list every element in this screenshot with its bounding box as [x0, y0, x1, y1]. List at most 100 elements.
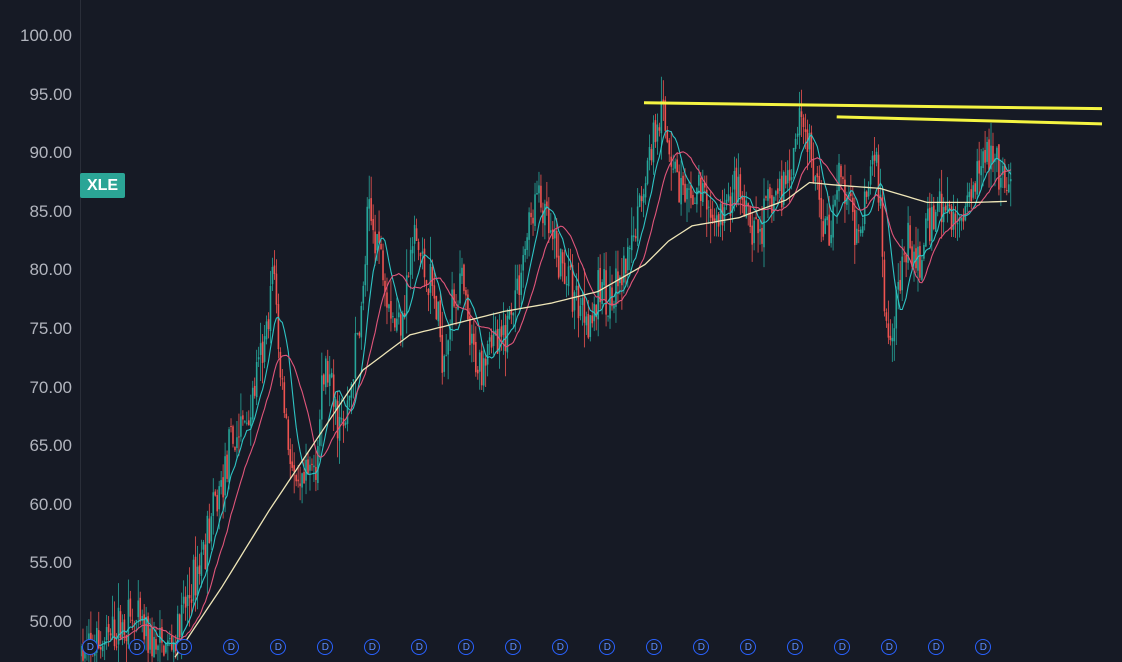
candle-body	[249, 417, 252, 426]
candle-body	[838, 162, 840, 192]
candle-body	[384, 280, 386, 293]
dividend-marker[interactable]: D	[82, 639, 99, 655]
candle-body	[526, 237, 528, 250]
candle-body	[861, 226, 864, 233]
dividend-marker[interactable]: D	[646, 639, 663, 655]
candle-body	[559, 248, 562, 277]
candle-body	[998, 144, 1000, 190]
candle-body	[846, 197, 848, 205]
dividend-marker[interactable]: D	[599, 639, 616, 655]
candle-body	[366, 206, 369, 265]
candle-body	[378, 231, 380, 243]
candle-body	[686, 188, 688, 200]
candle-body	[512, 312, 515, 316]
candle-body	[932, 205, 935, 230]
candle-body	[648, 147, 651, 161]
candle-body	[968, 191, 971, 198]
candle-body	[386, 292, 388, 308]
resistance-trendline-2[interactable]	[836, 115, 1103, 126]
candle-body	[518, 275, 521, 295]
dividend-marker[interactable]: D	[552, 639, 569, 655]
price-axis[interactable]: 100.00 95.00 90.00 85.00 80.00 75.00 70.00 65.0…	[0, 0, 81, 662]
candle-body	[652, 122, 655, 163]
candle-body	[705, 189, 708, 210]
dividend-marker[interactable]: D	[317, 639, 334, 655]
candle-body	[739, 174, 742, 198]
dividend-marker[interactable]: D	[458, 639, 475, 655]
candle-body	[978, 160, 980, 174]
dividend-marker[interactable]: D	[881, 639, 898, 655]
candle-body	[804, 129, 807, 132]
candle-body	[279, 351, 282, 378]
candle-body	[295, 475, 297, 482]
candle-body	[117, 607, 120, 645]
dividend-marker[interactable]: D	[270, 639, 287, 655]
candle-body	[259, 343, 262, 355]
candle-body	[119, 611, 122, 639]
candle-body	[905, 255, 907, 263]
candle-body	[99, 647, 102, 650]
dividend-marker[interactable]: D	[787, 639, 804, 655]
candle-body	[463, 264, 465, 291]
candle-body	[265, 321, 268, 340]
price-tick-label: 55.00	[29, 553, 72, 573]
dividend-marker[interactable]: D	[975, 639, 992, 655]
resistance-trendline-1[interactable]	[643, 101, 1103, 111]
candle-body	[419, 252, 422, 257]
candle-body	[796, 133, 799, 137]
candle-body	[123, 619, 126, 635]
moving-average-200	[174, 181, 1007, 658]
candle-body	[962, 216, 965, 222]
dividend-marker[interactable]: D	[223, 639, 240, 655]
candle-body	[465, 290, 467, 296]
candle-body	[551, 229, 554, 240]
price-tick-label: 50.00	[29, 612, 72, 631]
candle-body	[628, 247, 631, 249]
candle-body	[966, 195, 969, 207]
candle-body	[326, 361, 329, 383]
dividend-marker[interactable]: D	[364, 639, 381, 655]
candle-body	[867, 187, 870, 197]
candle-body	[700, 177, 702, 201]
candle-body	[589, 315, 592, 337]
dividend-marker[interactable]: D	[505, 639, 522, 655]
candle-body	[340, 418, 343, 420]
candle-body	[930, 207, 933, 241]
candle-body	[640, 196, 643, 202]
candle-body	[919, 246, 921, 278]
price-chart-canvas[interactable]	[81, 0, 1122, 662]
candle-body	[319, 419, 321, 446]
candle-body	[137, 600, 140, 618]
dividend-marker[interactable]: D	[928, 639, 945, 655]
candle-body	[222, 477, 224, 498]
candle-body	[510, 310, 513, 315]
candle-body	[709, 208, 712, 218]
dividend-marker[interactable]: D	[693, 639, 710, 655]
candle-body	[802, 117, 805, 128]
candle-body	[297, 479, 299, 482]
dividend-marker[interactable]: D	[834, 639, 851, 655]
candle-body	[550, 230, 552, 233]
candle-body	[792, 147, 795, 176]
candle-body	[338, 416, 341, 441]
candle-body	[891, 337, 894, 342]
candle-body	[840, 165, 842, 178]
candle-body	[879, 194, 882, 206]
candle-body	[269, 285, 272, 332]
candle-body	[950, 206, 953, 230]
candle-body	[684, 183, 686, 202]
candle-body	[399, 314, 402, 336]
dividend-marker[interactable]: D	[740, 639, 757, 655]
candle-body	[415, 228, 418, 241]
dividend-marker[interactable]: D	[129, 639, 146, 655]
candle-body	[960, 217, 963, 221]
candle-body	[147, 616, 149, 653]
dividend-marker[interactable]: D	[411, 639, 428, 655]
candle-body	[360, 305, 363, 338]
candle-body	[524, 248, 526, 256]
candle-body	[626, 246, 629, 271]
candle-body	[476, 369, 479, 374]
candle-body	[443, 355, 446, 372]
price-tick-label: 60.00	[29, 494, 72, 514]
dividend-marker[interactable]: D	[176, 639, 193, 655]
